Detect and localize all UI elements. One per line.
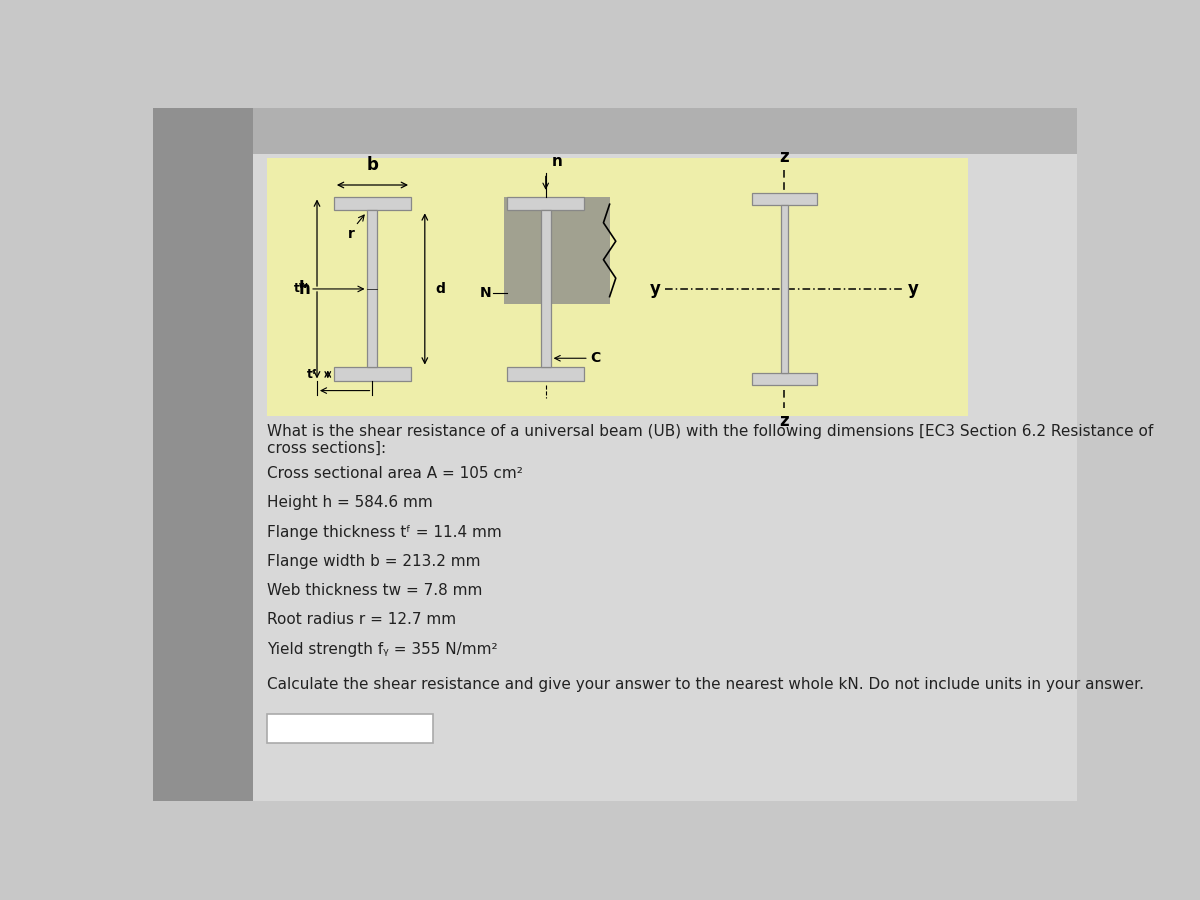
Text: What is the shear resistance of a universal beam (UB) with the following dimensi: What is the shear resistance of a univer…: [266, 424, 1153, 438]
Bar: [253, 108, 1078, 154]
Bar: [751, 193, 817, 205]
Text: y: y: [649, 280, 660, 298]
Bar: [266, 714, 432, 743]
Bar: [751, 373, 817, 385]
Text: Root radius r = 12.7 mm: Root radius r = 12.7 mm: [266, 612, 456, 627]
Bar: [508, 196, 584, 211]
Text: Calculate the shear resistance and give your answer to the nearest whole kN. Do : Calculate the shear resistance and give …: [266, 677, 1144, 692]
Text: n: n: [552, 154, 563, 169]
Text: r: r: [348, 227, 354, 240]
Text: Web thickness tw = 7.8 mm: Web thickness tw = 7.8 mm: [266, 583, 482, 599]
Text: Yield strength fᵧ = 355 N/mm²: Yield strength fᵧ = 355 N/mm²: [266, 642, 498, 657]
Text: b: b: [366, 157, 378, 175]
Text: C: C: [590, 351, 601, 365]
Text: d: d: [436, 282, 445, 296]
Text: Cross sectional area A = 105 cm²: Cross sectional area A = 105 cm²: [266, 466, 523, 481]
Text: h: h: [299, 280, 311, 298]
Text: y: y: [908, 280, 919, 298]
Bar: [541, 211, 551, 367]
Text: Height h = 584.6 mm: Height h = 584.6 mm: [266, 495, 433, 510]
Text: cross sections]:: cross sections]:: [266, 441, 386, 455]
Text: N: N: [480, 286, 492, 300]
Bar: [504, 196, 611, 304]
Bar: [780, 205, 788, 373]
Bar: [367, 211, 378, 367]
Bar: [334, 367, 410, 382]
Bar: [253, 108, 1078, 801]
Bar: [334, 196, 410, 211]
Text: tᶠ: tᶠ: [306, 368, 317, 381]
Text: Flange thickness tᶠ = 11.4 mm: Flange thickness tᶠ = 11.4 mm: [266, 525, 502, 540]
Text: Flange width b = 213.2 mm: Flange width b = 213.2 mm: [266, 554, 480, 569]
Text: z: z: [780, 148, 790, 166]
Bar: [154, 108, 253, 801]
Text: tᵂ: tᵂ: [294, 283, 308, 295]
Bar: [508, 367, 584, 382]
Bar: [266, 158, 967, 416]
Text: z: z: [780, 411, 790, 429]
